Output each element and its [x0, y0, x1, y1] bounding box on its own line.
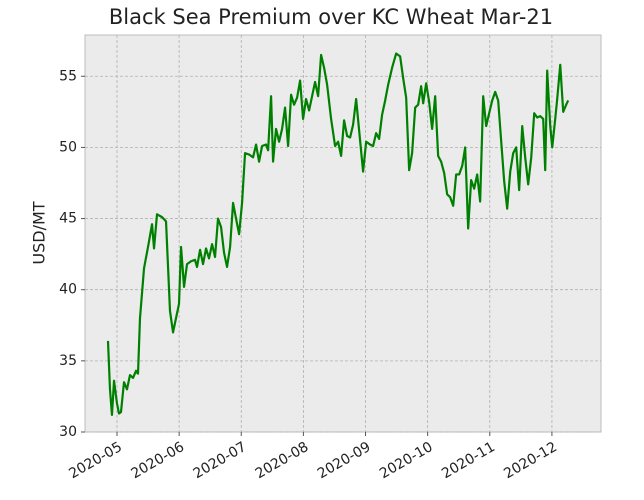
y-tick-label: 45 — [59, 211, 77, 227]
plot-area — [84, 34, 602, 433]
y-tick-label: 40 — [59, 282, 77, 298]
data-line — [106, 52, 570, 417]
x-tick-label: 2020-08 — [253, 439, 312, 482]
x-tick-label: 2020-06 — [128, 439, 187, 482]
x-tick-label: 2020-07 — [191, 439, 250, 482]
x-tick-label: 2020-05 — [66, 439, 125, 482]
x-tick-label: 2020-11 — [439, 439, 498, 482]
y-tick-label: 50 — [59, 139, 77, 155]
x-tick-label: 2020-12 — [501, 439, 560, 482]
y-tick-label: 30 — [59, 424, 77, 440]
x-tick-label: 2020-10 — [377, 439, 436, 482]
chart-title: Black Sea Premium over KC Wheat Mar-21 — [109, 5, 553, 29]
y-tick-label: 55 — [59, 68, 77, 84]
y-tick-label: 35 — [59, 353, 77, 369]
y-axis-label: USD/MT — [30, 201, 49, 264]
x-tick-label: 2020-09 — [315, 439, 374, 482]
